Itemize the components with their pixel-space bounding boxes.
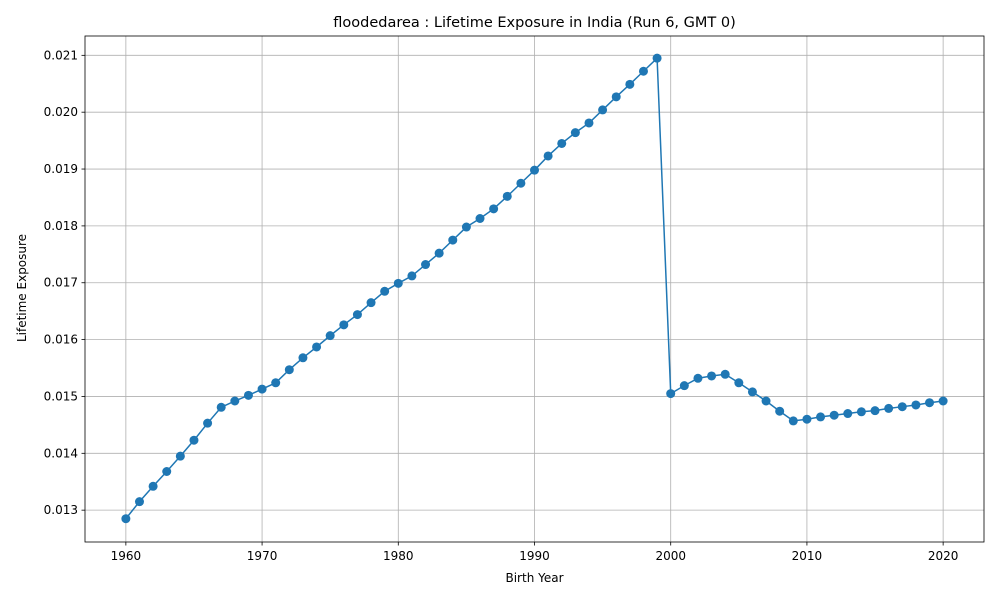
data-point xyxy=(134,497,144,507)
x-tick-label: 1990 xyxy=(519,549,550,563)
data-point xyxy=(407,271,417,281)
data-point xyxy=(516,178,526,188)
data-point xyxy=(352,310,362,320)
data-point xyxy=(788,416,798,426)
data-point xyxy=(448,235,458,245)
data-point xyxy=(366,298,376,308)
x-tick-label: 1970 xyxy=(247,549,278,563)
data-point xyxy=(325,331,335,341)
data-point xyxy=(829,410,839,420)
data-point xyxy=(298,353,308,363)
data-point xyxy=(584,118,594,128)
data-point xyxy=(761,396,771,406)
data-point xyxy=(816,412,826,422)
data-point xyxy=(434,248,444,258)
data-point xyxy=(530,165,539,175)
data-point xyxy=(284,365,294,375)
data-point xyxy=(938,396,948,406)
x-tick-label: 2010 xyxy=(792,549,823,563)
data-point xyxy=(148,481,158,491)
data-point xyxy=(911,400,921,410)
data-point xyxy=(666,389,676,399)
data-point xyxy=(543,151,553,161)
data-point xyxy=(598,105,608,115)
data-point xyxy=(557,138,567,148)
data-point xyxy=(189,435,199,445)
data-point xyxy=(175,451,185,461)
data-point xyxy=(271,378,281,388)
data-point xyxy=(203,418,213,428)
x-tick-label: 2000 xyxy=(655,549,686,563)
data-point xyxy=(243,390,253,400)
data-point xyxy=(802,414,812,424)
data-point xyxy=(380,286,390,296)
data-point xyxy=(720,369,730,379)
data-point xyxy=(625,79,635,89)
y-tick-label: 0.021 xyxy=(44,48,78,62)
data-point xyxy=(638,66,648,76)
y-axis-label: Lifetime Exposure xyxy=(15,234,29,342)
data-point xyxy=(897,402,907,412)
x-tick-label: 1960 xyxy=(111,549,142,563)
y-tick-label: 0.016 xyxy=(44,333,78,347)
data-point xyxy=(312,342,322,352)
x-axis-label: Birth Year xyxy=(505,571,563,585)
y-tick-label: 0.020 xyxy=(44,105,78,119)
y-tick-label: 0.015 xyxy=(44,389,78,403)
data-point xyxy=(461,222,471,232)
y-tick-label: 0.013 xyxy=(44,503,78,517)
data-point xyxy=(421,260,431,270)
data-point xyxy=(611,92,621,102)
data-point xyxy=(216,402,226,412)
data-point xyxy=(121,514,131,524)
data-point xyxy=(925,398,935,408)
data-point xyxy=(693,373,703,383)
data-point xyxy=(843,409,853,419)
data-point xyxy=(475,214,485,224)
data-point xyxy=(652,53,662,63)
data-point xyxy=(856,407,866,417)
x-tick-label: 1980 xyxy=(383,549,414,563)
data-point xyxy=(570,128,580,138)
y-tick-label: 0.019 xyxy=(44,162,78,176)
data-point xyxy=(734,378,744,388)
data-point xyxy=(707,371,717,381)
data-point xyxy=(162,467,172,477)
data-point xyxy=(230,396,240,406)
axes: 1960 1970 1980 1990 2000 2010 2020 0.013 0.014 0.… xyxy=(44,35,985,563)
y-tick-label: 0.014 xyxy=(44,446,78,460)
y-tick-label: 0.018 xyxy=(44,219,78,233)
plot-frame xyxy=(84,35,985,543)
data-point xyxy=(502,191,512,201)
x-tick-label: 2020 xyxy=(928,549,959,563)
data-point xyxy=(339,320,349,330)
data-point xyxy=(775,406,785,416)
y-tick-label: 0.017 xyxy=(44,276,78,290)
grid-lines xyxy=(85,36,984,542)
data-point xyxy=(747,387,757,397)
chart-title: floodedarea : Lifetime Exposure in India… xyxy=(333,15,736,31)
data-point xyxy=(257,384,267,394)
data-point xyxy=(393,278,403,288)
data-point xyxy=(870,406,880,416)
series-plot xyxy=(121,53,948,524)
data-point xyxy=(489,204,499,214)
data-point xyxy=(679,381,689,391)
data-point xyxy=(884,403,894,413)
